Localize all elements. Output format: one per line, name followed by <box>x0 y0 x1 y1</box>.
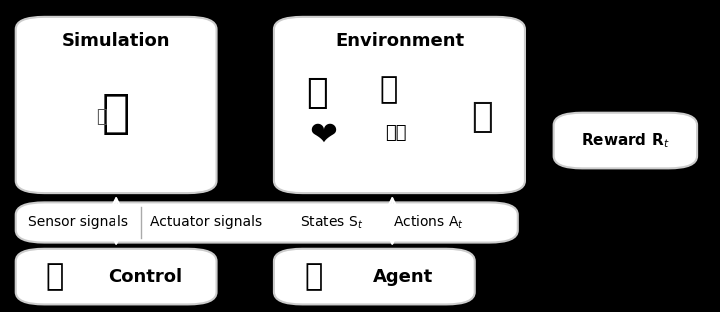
FancyBboxPatch shape <box>16 249 217 305</box>
FancyBboxPatch shape <box>274 249 474 305</box>
Text: Sensor signals: Sensor signals <box>28 216 128 230</box>
FancyBboxPatch shape <box>554 113 697 168</box>
Text: 🖥️: 🖥️ <box>102 92 130 137</box>
Text: Reward R$_t$: Reward R$_t$ <box>581 131 670 150</box>
Text: Environment: Environment <box>335 32 464 50</box>
Text: Control: Control <box>108 268 182 285</box>
FancyBboxPatch shape <box>16 202 518 243</box>
Text: 🎛️: 🎛️ <box>46 262 64 291</box>
Text: 💉📈: 💉📈 <box>385 124 407 142</box>
Text: 😡: 😡 <box>661 60 690 88</box>
FancyBboxPatch shape <box>16 17 217 193</box>
Text: 🤖: 🤖 <box>471 100 492 134</box>
Text: 🧠: 🧠 <box>305 262 323 291</box>
Text: Agent: Agent <box>373 268 433 285</box>
Text: 🤖: 🤖 <box>96 108 107 126</box>
Text: ❤️: ❤️ <box>310 119 338 152</box>
Text: Actions A$_t$: Actions A$_t$ <box>392 214 464 231</box>
Text: 🧠: 🧠 <box>379 75 398 104</box>
FancyBboxPatch shape <box>274 17 525 193</box>
Text: 😀: 😀 <box>582 60 611 88</box>
Text: States S$_t$: States S$_t$ <box>300 214 363 231</box>
Text: Simulation: Simulation <box>62 32 171 50</box>
Text: Actuator signals: Actuator signals <box>150 216 262 230</box>
Text: 🫁: 🫁 <box>306 76 328 110</box>
